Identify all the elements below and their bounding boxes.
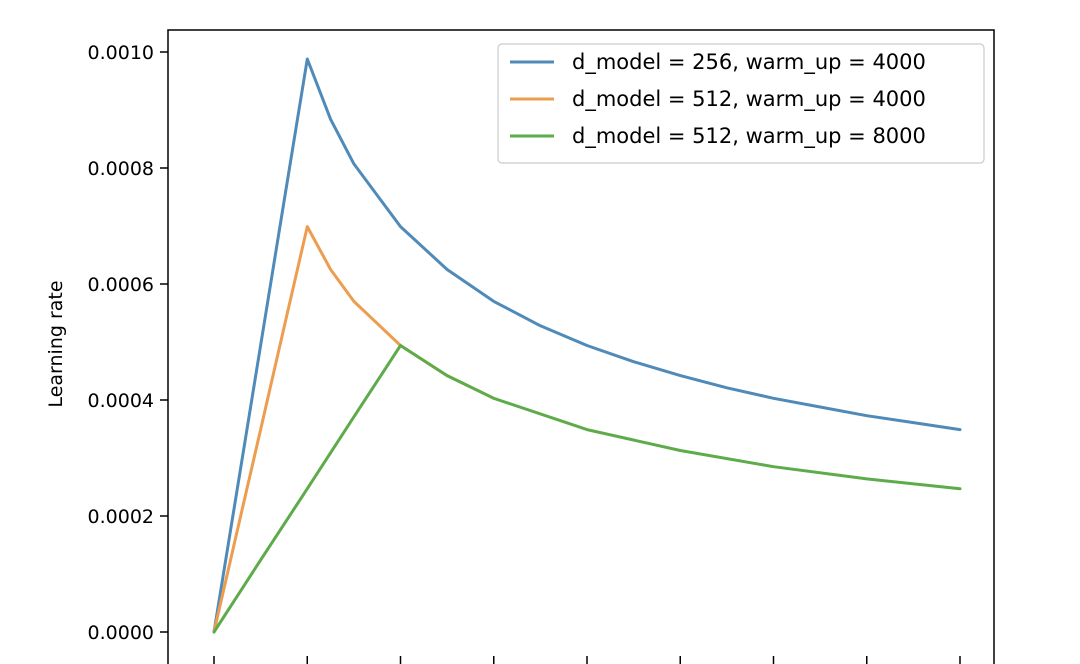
legend: d_model = 256, warm_up = 4000 d_model = 5… bbox=[497, 43, 985, 164]
y-tick-label: 0.0000 bbox=[88, 622, 154, 644]
y-tick-label: 0.0006 bbox=[88, 274, 154, 296]
series-layer bbox=[212, 57, 962, 634]
x-axis bbox=[213, 656, 961, 664]
legend-box bbox=[497, 43, 985, 164]
y-tick-label: 0.0004 bbox=[88, 390, 154, 412]
series-line-1 bbox=[212, 57, 962, 634]
y-tick-label: 0.0010 bbox=[88, 42, 154, 64]
y-tick-label: 0.0002 bbox=[88, 506, 154, 528]
legend-label-1: d_model = 256, warm_up = 4000 bbox=[572, 50, 926, 75]
plot-frame bbox=[167, 29, 995, 664]
legend-label-3: d_model = 512, warm_up = 8000 bbox=[572, 124, 926, 149]
series-line-3 bbox=[212, 344, 962, 634]
y-axis-label: Learning rate bbox=[45, 280, 67, 407]
legend-label-2: d_model = 512, warm_up = 4000 bbox=[572, 87, 926, 112]
y-axis: 0.0000 0.0002 0.0004 0.0006 0.0008 0.0010 bbox=[88, 42, 168, 644]
y-tick-label: 0.0008 bbox=[88, 158, 154, 180]
